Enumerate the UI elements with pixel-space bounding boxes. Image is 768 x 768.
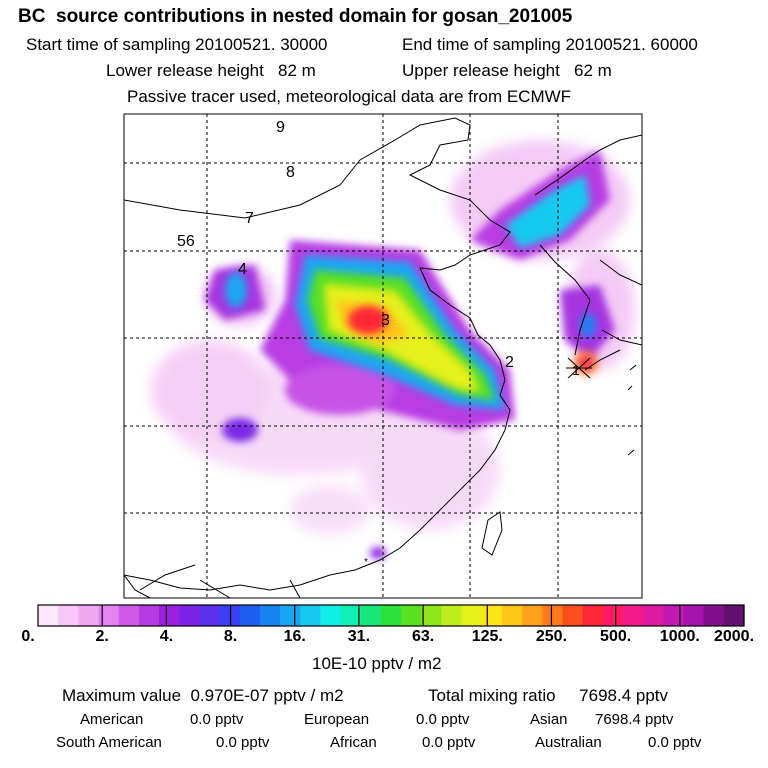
colorbar-cell xyxy=(663,605,685,626)
colorbar-cell xyxy=(118,605,140,626)
colorbar-cell xyxy=(703,605,725,626)
marker-1: 1 xyxy=(572,362,580,378)
colorbar-cell xyxy=(542,605,564,626)
colorbar-units: 10E-10 pptv / m2 xyxy=(312,654,442,673)
colorbar-cell xyxy=(98,605,120,626)
colorbar-tick-label: 31. xyxy=(347,628,371,645)
colorbar-cell xyxy=(138,605,160,626)
colorbar-cell xyxy=(683,605,705,626)
colorbar-cell xyxy=(441,605,463,626)
trajectory-markers: 9 8 7 56 4 3 2 1 xyxy=(177,119,580,378)
colorbar-cell xyxy=(300,605,321,626)
plume-field xyxy=(150,140,635,559)
graticule xyxy=(124,114,642,598)
colorbar-cell xyxy=(622,605,644,626)
region-australian: Australian xyxy=(535,734,602,751)
region-south-american: South American xyxy=(56,734,162,751)
colorbar-tick-label: 500. xyxy=(600,628,632,645)
end-time-label: End time of sampling 20100521. 60000 xyxy=(402,35,698,54)
marker-2: 2 xyxy=(505,354,514,371)
map-frame xyxy=(123,113,643,599)
colorbar-tick-label: 8. xyxy=(223,628,238,645)
marker-9: 9 xyxy=(276,119,285,136)
marker-7: 7 xyxy=(245,210,254,227)
region-asian-value: 7698.4 pptv xyxy=(595,711,674,728)
colorbar-tick-label: 63. xyxy=(411,628,435,645)
colorbar-cell xyxy=(401,605,422,626)
colorbar-cell xyxy=(320,605,342,626)
tracer-note: Passive tracer used, meteorological data… xyxy=(127,87,572,106)
colorbar-cell xyxy=(360,605,382,626)
region-asian: Asian xyxy=(530,711,568,728)
region-american: American xyxy=(80,711,144,728)
colorbar-cell xyxy=(159,605,180,626)
colorbar-cell xyxy=(582,605,604,626)
colorbar-cell xyxy=(461,605,483,626)
colorbar-cell xyxy=(259,605,281,626)
colorbar-tick-label: 0. xyxy=(21,628,35,645)
colorbar-cell xyxy=(219,605,241,626)
colorbar-cell xyxy=(239,605,261,626)
marker-56: 56 xyxy=(177,233,195,250)
marker-4: 4 xyxy=(238,261,247,278)
colorbar-tick-label: 1000. xyxy=(659,628,700,645)
colorbar-cell xyxy=(602,605,624,626)
colorbar-cell xyxy=(522,605,543,626)
colorbar-cell xyxy=(38,605,59,626)
colorbar-cell xyxy=(78,605,100,626)
plot-title: BC source contributions in nested domain… xyxy=(18,6,573,27)
colorbar-cell xyxy=(481,605,503,626)
total-mixing-label: Total mixing ratio 7698.4 pptv xyxy=(428,686,669,705)
marker-8: 8 xyxy=(286,164,295,181)
colorbar-cell xyxy=(340,605,362,626)
colorbar-tick-label: 4. xyxy=(159,628,174,645)
colorbar-cell xyxy=(380,605,402,626)
marker-3: 3 xyxy=(381,312,390,329)
colorbar-cell xyxy=(421,605,443,626)
upper-release-label: Upper release height 62 m xyxy=(402,61,612,80)
region-american-value: 0.0 pptv xyxy=(190,711,244,728)
colorbar-cell xyxy=(199,605,221,626)
max-value-label: Maximum value 0.970E-07 pptv / m2 xyxy=(62,686,344,705)
colorbar-tick-label: 2. xyxy=(95,628,109,645)
region-australian-value: 0.0 pptv xyxy=(648,734,702,751)
colorbar-tick-label: 2000. xyxy=(713,628,755,645)
region-european-value: 0.0 pptv xyxy=(416,711,470,728)
region-south-american-value: 0.0 pptv xyxy=(216,734,270,751)
region-african: African xyxy=(330,734,377,751)
colorbar-tick-label: 125. xyxy=(471,628,503,645)
colorbar-cell xyxy=(179,605,200,626)
colorbar-cell xyxy=(723,605,745,626)
coastlines xyxy=(124,117,642,598)
colorbar-cell xyxy=(501,605,523,626)
colorbar-tick-label: 250. xyxy=(535,628,568,645)
colorbar-cell xyxy=(280,605,301,626)
region-african-value: 0.0 pptv xyxy=(422,734,476,751)
start-time-label: Start time of sampling 20100521. 30000 xyxy=(26,35,328,54)
colorbar-cell xyxy=(58,605,79,626)
region-european: European xyxy=(304,711,370,728)
lower-release-label: Lower release height 82 m xyxy=(106,61,316,80)
small-star-marker: * xyxy=(364,557,368,568)
colorbar-cell xyxy=(562,605,584,626)
colorbar-cell xyxy=(643,605,664,626)
colorbar-tick-label: 16. xyxy=(283,628,306,645)
receptor-marker xyxy=(566,357,592,379)
